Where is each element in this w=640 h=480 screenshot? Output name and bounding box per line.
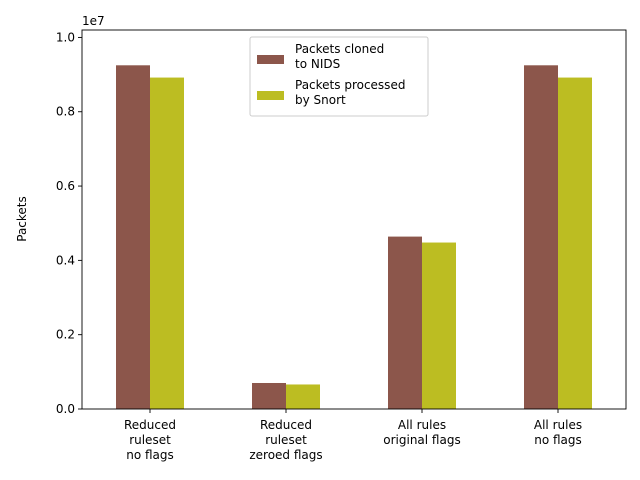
bar-cloned-1 xyxy=(252,382,286,409)
bar-processed-1 xyxy=(286,384,320,409)
legend-swatch-1 xyxy=(257,91,284,100)
y-tick-label-0: 0.0 xyxy=(56,402,75,416)
y-tick-label-1: 0.2 xyxy=(56,328,75,342)
bar-cloned-0 xyxy=(116,65,150,410)
legend-label-0: Packets cloned to NIDS xyxy=(295,42,384,71)
bar-cloned-2 xyxy=(388,236,422,409)
y-tick-label-3: 0.6 xyxy=(56,179,75,193)
y-tick-label-2: 0.4 xyxy=(56,253,75,267)
y-tick-label-5: 1.0 xyxy=(56,30,75,44)
y-axis-label: Packets xyxy=(15,196,29,242)
legend-box xyxy=(249,36,429,117)
axes-group: 0.0 0.2 0.4 0.6 0.8 1.0 Reduced ruleset no flags… xyxy=(56,29,627,462)
x-tick-label-3: All rules no flags xyxy=(534,418,582,447)
bar-processed-0 xyxy=(150,77,184,409)
bar-processed-2 xyxy=(422,242,456,409)
x-tick-label-0: Reduced ruleset no flags xyxy=(124,418,176,462)
legend: Packets cloned to NIDS Packets processed by… xyxy=(249,36,429,117)
x-tick-label-2: All rules original flags xyxy=(383,418,460,447)
legend-label-1: Packets processed by Snort xyxy=(295,78,405,107)
bar-cloned-3 xyxy=(524,65,558,410)
plot-frame xyxy=(81,29,627,410)
legend-swatch-0 xyxy=(257,55,284,64)
y-offset-label: 1e7 xyxy=(82,14,105,28)
bar-processed-3 xyxy=(558,77,592,409)
y-tick-label-4: 0.8 xyxy=(56,105,75,119)
x-tick-label-1: Reduced ruleset zeroed flags xyxy=(249,418,322,462)
bars-group xyxy=(116,65,592,410)
